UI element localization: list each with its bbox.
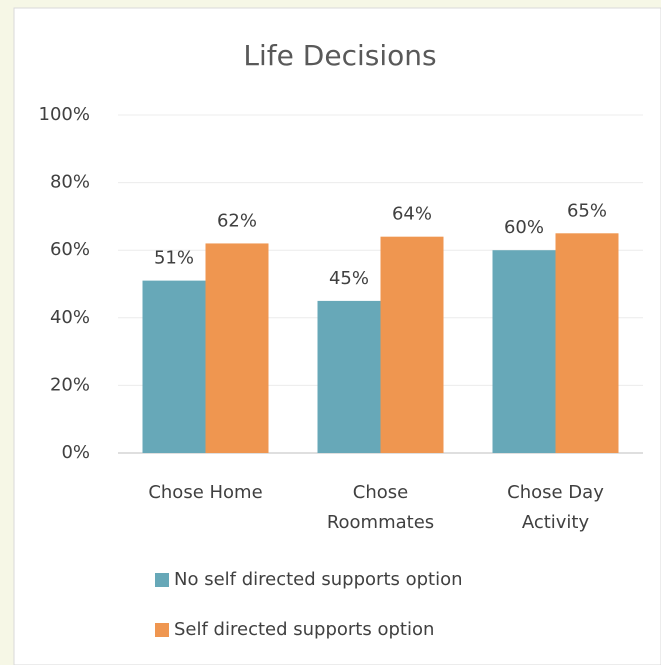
- chart-title: Life Decisions: [243, 39, 436, 72]
- x-tick-label: Chose Roommates: [326, 482, 435, 533]
- data-label: 65%: [567, 200, 607, 221]
- x-tick-label: Chose Day Activity: [507, 482, 604, 533]
- bar: [205, 243, 269, 453]
- y-tick-label: 60%: [50, 239, 90, 260]
- data-label: 51%: [154, 248, 194, 269]
- legend-swatch: [155, 623, 169, 637]
- data-label: 64%: [392, 204, 432, 225]
- x-tick-label: Chose Home: [148, 482, 263, 503]
- legend-label: Self directed supports option: [174, 619, 434, 640]
- bar: [142, 280, 206, 453]
- legend-swatch: [155, 573, 169, 587]
- data-label: 62%: [217, 210, 257, 231]
- y-tick-label: 40%: [50, 307, 90, 328]
- legend-label: No self directed supports option: [174, 569, 463, 590]
- y-tick-label: 100%: [39, 104, 90, 125]
- y-tick-label: 0%: [61, 442, 90, 463]
- bar: [555, 233, 619, 453]
- data-label: 60%: [504, 217, 544, 238]
- bar: [492, 250, 556, 453]
- y-tick-label: 80%: [50, 172, 90, 193]
- bar: [380, 236, 444, 453]
- y-tick-label: 20%: [50, 374, 90, 395]
- data-label: 45%: [329, 268, 369, 289]
- bar: [317, 300, 381, 453]
